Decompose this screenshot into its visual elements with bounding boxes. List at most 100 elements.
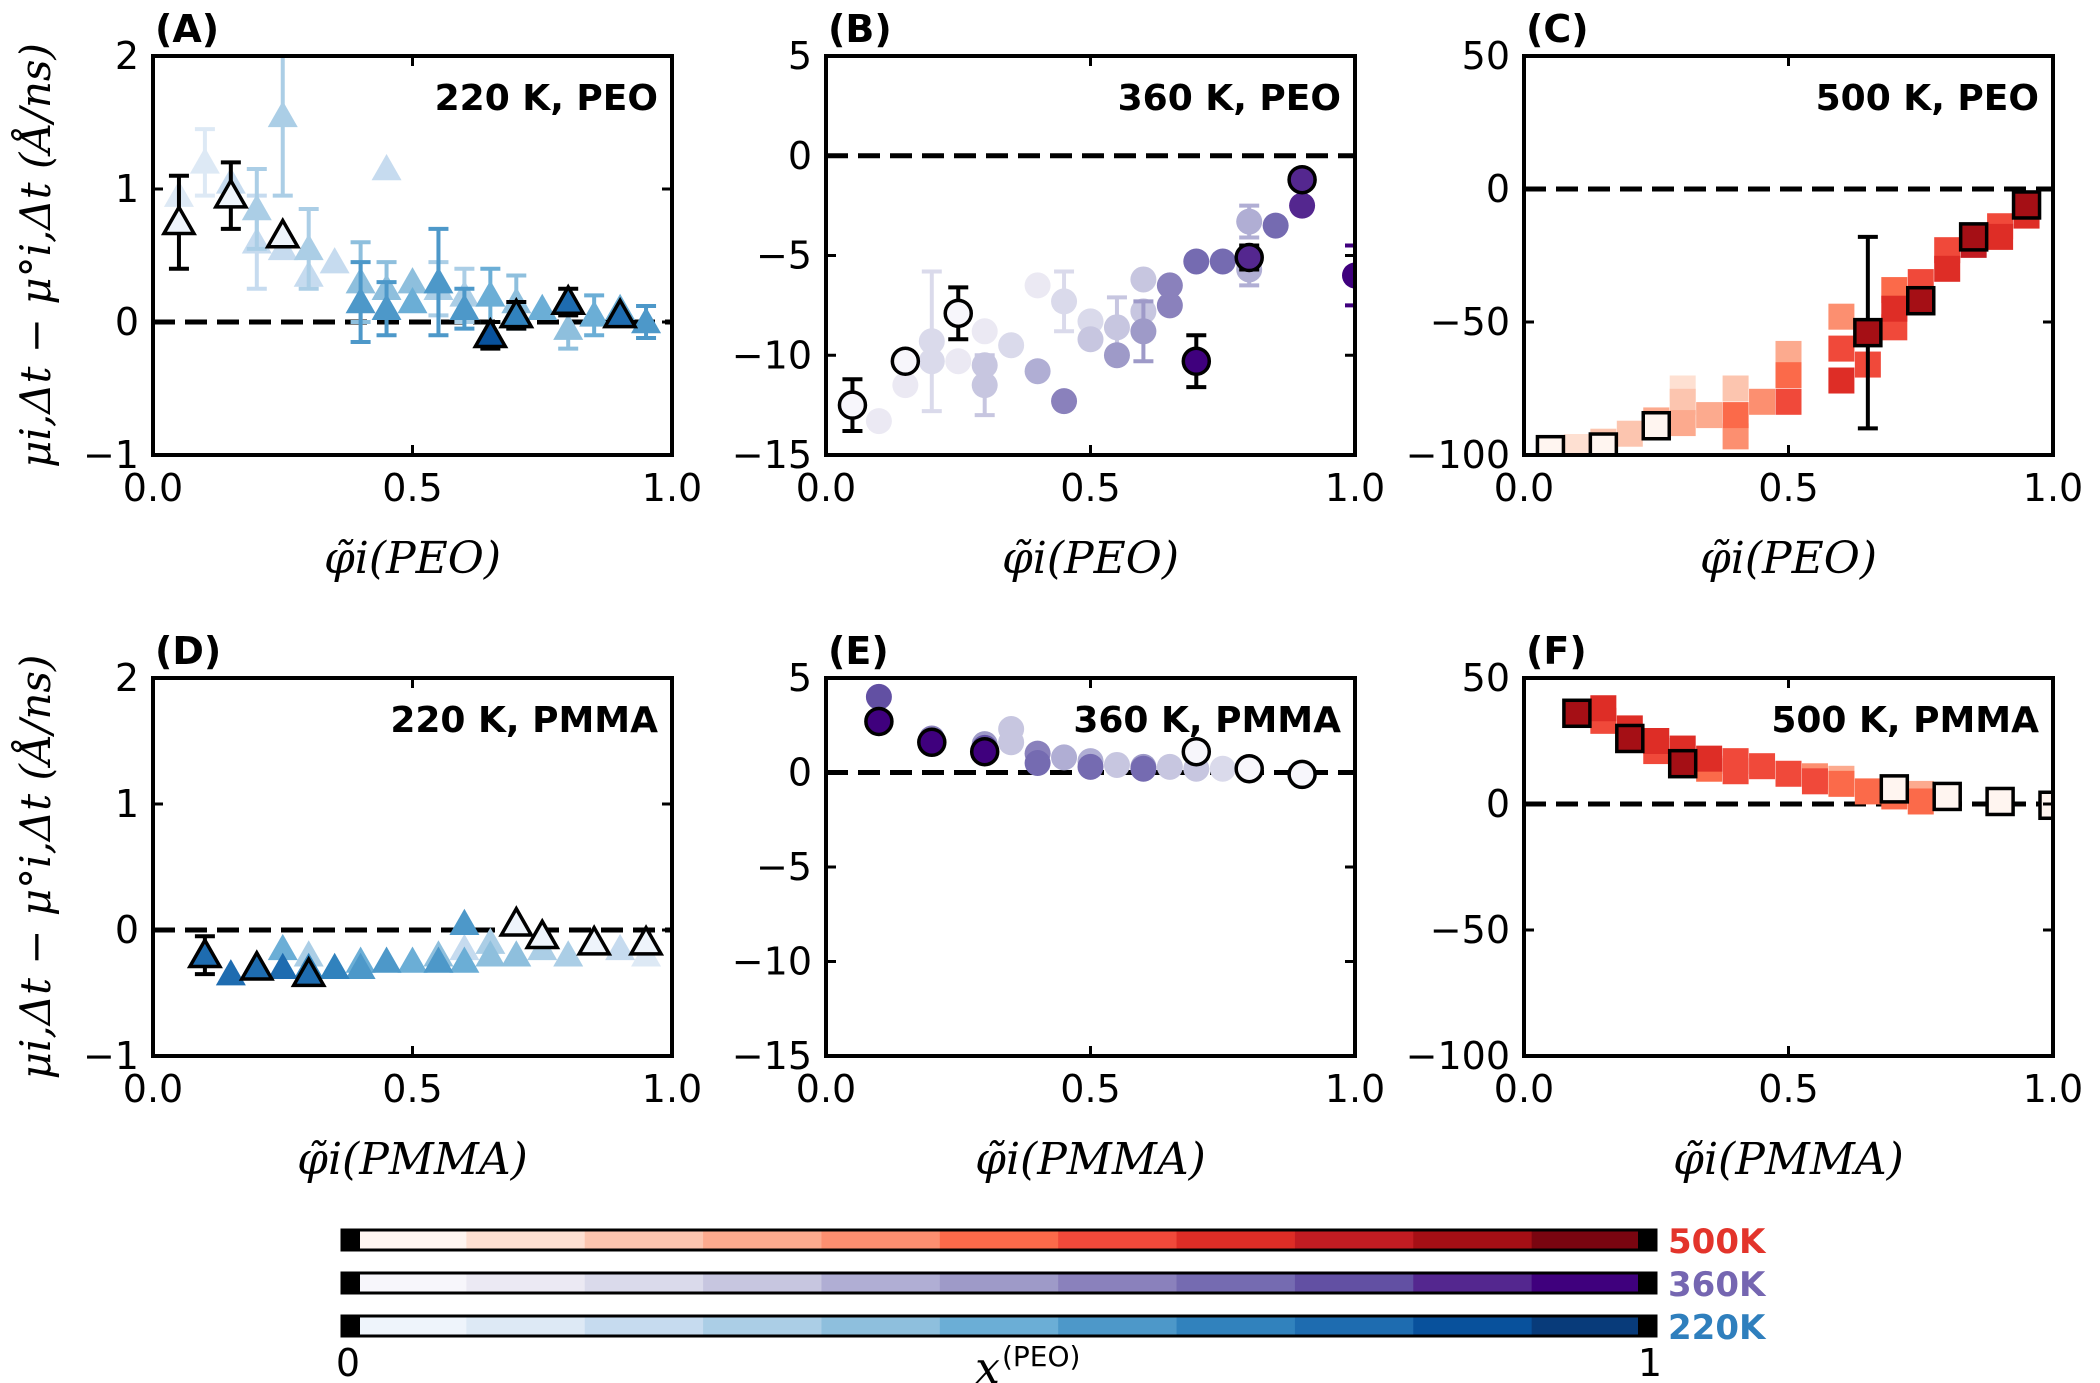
- x-tick-label: 1.0: [2023, 1067, 2083, 1111]
- data-point: [998, 716, 1025, 743]
- x-axis-label: φ̃i(PEO): [1700, 533, 1877, 584]
- data-point: [345, 287, 376, 314]
- data-point: [553, 940, 584, 967]
- colorbar-end: [342, 1273, 360, 1293]
- data-point: [290, 955, 327, 988]
- colorbar-360K: 360K: [340, 1265, 1767, 1305]
- panel-title: 220 K, PEO: [435, 78, 658, 119]
- colorbar-label: 500K: [1668, 1222, 1767, 1262]
- data-point: [1667, 748, 1698, 779]
- data-point: [1103, 751, 1130, 778]
- colorbar-segment: [584, 1316, 704, 1336]
- data-point: [423, 267, 454, 294]
- data-point: [943, 298, 973, 329]
- data-point: [1932, 781, 1962, 812]
- data-point: [371, 946, 402, 973]
- y-tick-label: 0: [1486, 782, 1510, 826]
- data-point: [971, 318, 998, 345]
- data-point: [2011, 190, 2042, 220]
- x-tick-label: 0.0: [123, 466, 183, 510]
- colorbar-segment: [1176, 1273, 1296, 1293]
- colorbar-segment: [703, 1230, 822, 1250]
- colorbar-end: [1638, 1316, 1656, 1336]
- colorbar-segment: [348, 1273, 467, 1293]
- data-point: [1722, 402, 1749, 429]
- data-point: [1103, 314, 1130, 341]
- data-point: [1828, 367, 1855, 394]
- data-point: [475, 940, 506, 967]
- data-point: [1287, 164, 1317, 195]
- y-tick-label: 2: [115, 34, 139, 78]
- y-tick-label: −50: [1430, 908, 1510, 952]
- data-point: [212, 177, 249, 209]
- data-point: [1616, 420, 1643, 447]
- x-tick-label: 1.0: [642, 466, 702, 510]
- data-point: [1775, 760, 1802, 787]
- colorbar-max-label: 1: [1638, 1341, 1662, 1383]
- data-point: [371, 154, 402, 181]
- colorbar-segment: [1413, 1230, 1533, 1250]
- y-tick-label: 0: [788, 134, 812, 178]
- panel-2: 0.0 0.5 1.0 −100 −50 0 50 500 K, PEO (C) φ̃i(PEO): [1406, 7, 2084, 584]
- data-point: [1287, 759, 1317, 790]
- data-point: [215, 959, 246, 986]
- colorbar-segment: [584, 1230, 704, 1250]
- data-point: [186, 936, 223, 969]
- data-point: [1854, 778, 1881, 805]
- panel-label: (A): [155, 7, 219, 51]
- y-tick-label: −10: [732, 333, 812, 377]
- data-point: [1934, 255, 1961, 282]
- data-point: [319, 247, 350, 274]
- data-point: [264, 217, 301, 249]
- data-point: [1828, 303, 1855, 330]
- data-point: [1156, 753, 1183, 780]
- data-point: [1669, 410, 1696, 437]
- data-point: [602, 296, 639, 329]
- colorbar-segment: [1413, 1273, 1533, 1293]
- plot-area: [153, 905, 672, 988]
- data-point: [1985, 786, 2015, 817]
- x-tick-label: 0.0: [796, 466, 856, 510]
- data-point: [1103, 342, 1130, 369]
- x-axis-label: φ̃i(PEO): [324, 533, 501, 584]
- data-point: [971, 352, 998, 379]
- y-tick-label: 0: [115, 300, 139, 344]
- data-point: [397, 267, 428, 294]
- y-tick-label: −10: [732, 940, 812, 984]
- data-point: [1209, 755, 1236, 782]
- data-point: [553, 313, 584, 340]
- data-point: [267, 933, 298, 961]
- colorbar-axis-label: x: [975, 1343, 1000, 1383]
- colorbar-segment: [821, 1230, 941, 1250]
- x-axis-label: φ̃i(PMMA): [975, 1134, 1206, 1185]
- colorbar-frame: [340, 1271, 1658, 1295]
- colorbar-label: 220K: [1668, 1308, 1767, 1348]
- y-tick-label: 2: [115, 656, 139, 700]
- panel-label: (B): [828, 7, 892, 51]
- panel-label: (C): [1526, 7, 1589, 51]
- x-tick-label: 1.0: [1325, 466, 1385, 510]
- data-point: [1590, 695, 1617, 722]
- colorbar-end: [1638, 1273, 1656, 1293]
- panel-5: 0.0 0.5 1.0 −100 −50 0 50 500 K, PMMA (F) φ̃i(PMM…: [1406, 629, 2084, 1185]
- data-point: [1024, 750, 1051, 777]
- panel-title: 360 K, PEO: [1118, 78, 1341, 119]
- data-point: [918, 328, 945, 355]
- data-point: [1156, 292, 1183, 319]
- x-tick-label: 0.0: [123, 1067, 183, 1111]
- data-point: [1234, 242, 1264, 273]
- x-tick-label: 0.5: [1758, 1067, 1818, 1111]
- data-point: [1024, 358, 1051, 385]
- data-point: [449, 908, 480, 935]
- data-point: [1181, 736, 1212, 767]
- y-tick-label: −100: [1406, 1034, 1510, 1078]
- colorbar-segment: [821, 1316, 941, 1336]
- colorbar-axis-label-sup: (PEO): [1002, 1340, 1080, 1373]
- plot-area: [1524, 186, 2053, 455]
- data-point: [238, 949, 275, 981]
- data-point: [1562, 698, 1592, 729]
- y-tick-label: 0: [115, 908, 139, 952]
- data-point: [1643, 728, 1670, 754]
- data-point: [1077, 308, 1104, 335]
- colorbar-segment: [466, 1316, 586, 1336]
